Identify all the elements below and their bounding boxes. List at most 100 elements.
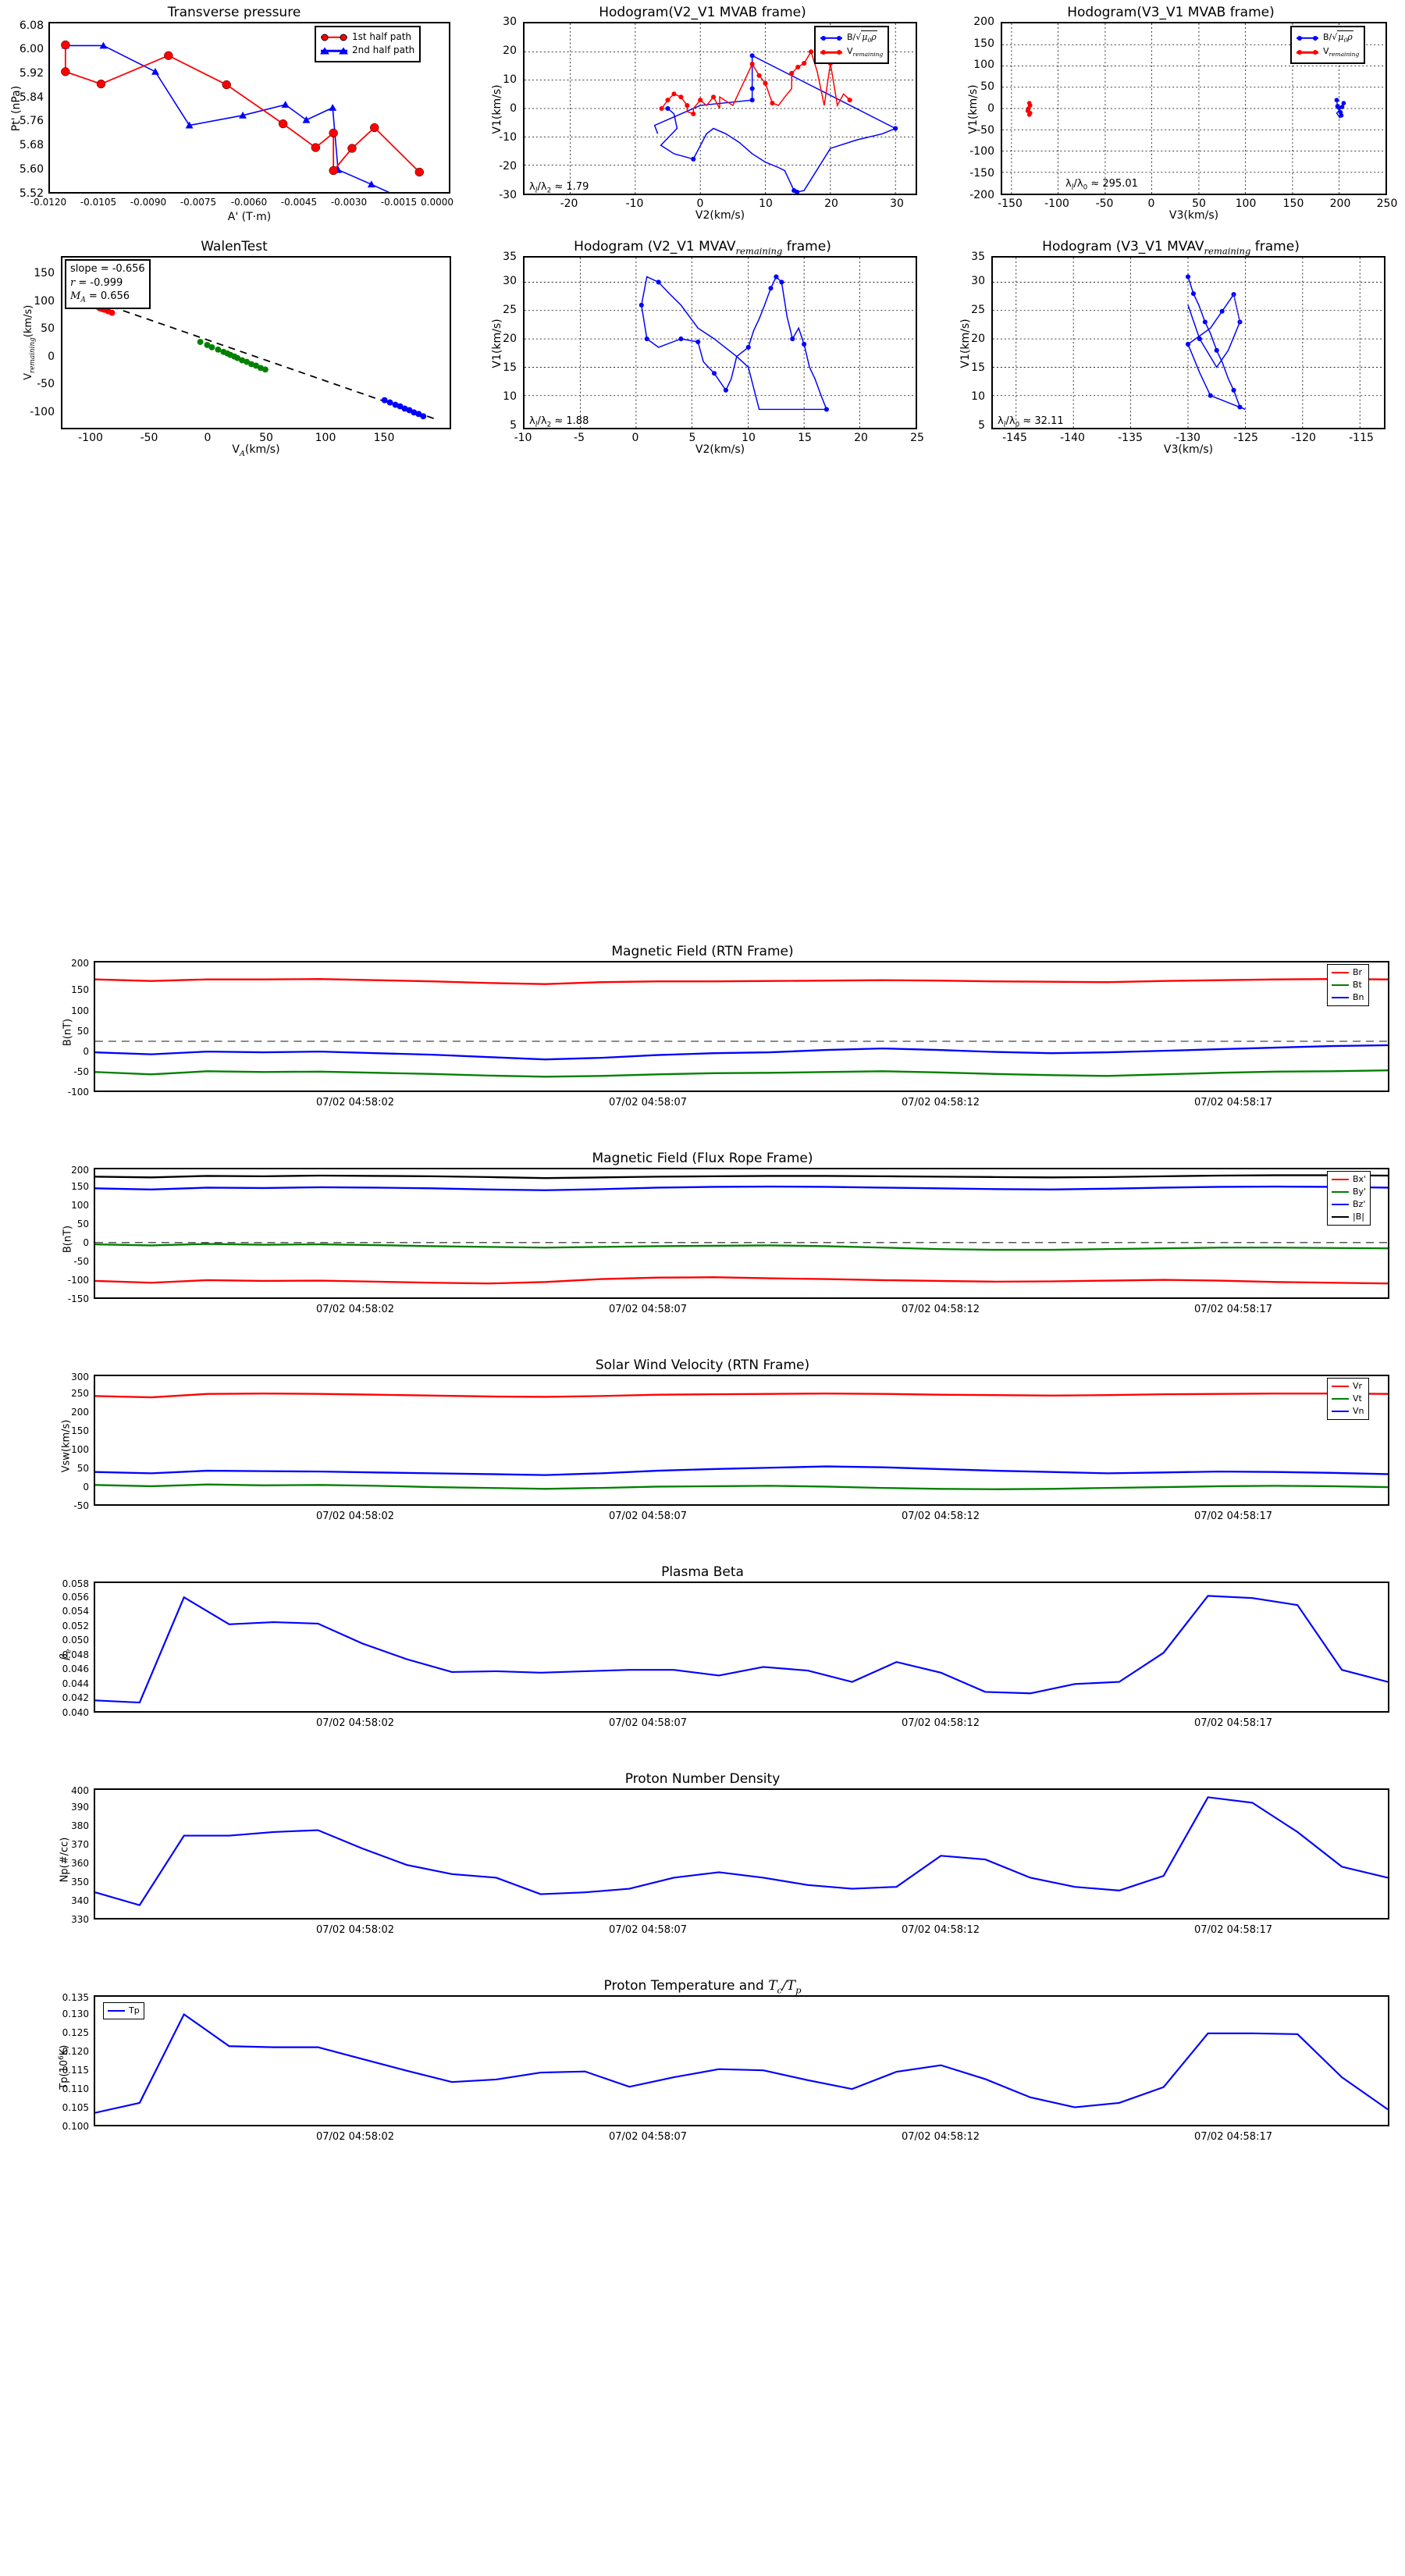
x-tick: 100 — [315, 432, 336, 444]
x-tick: -50 — [140, 432, 158, 444]
x-tick: -0.0060 — [230, 197, 268, 208]
y-tick: 0.125 — [62, 2027, 89, 2038]
y-tick: 0.050 — [62, 1635, 89, 1646]
series-v-remaining — [659, 49, 852, 116]
panel-hodogram-v3v1-mvab: Hodogram(V3_V1 MVAB frame) — [937, 0, 1405, 226]
x-tick: 07/02 04:58:12 — [902, 1510, 980, 1522]
legend-swatch-red — [820, 48, 842, 57]
y-tick: 0.054 — [62, 1606, 89, 1617]
legend-swatch-circle — [321, 33, 347, 42]
series-Tp — [95, 2012, 1388, 2114]
y-tick: -100 — [969, 145, 994, 158]
y-tick: 340 — [71, 1895, 89, 1906]
proton-temp-svg — [95, 2012, 1388, 2114]
legend-label-b: B/√μ0ρ — [1323, 30, 1353, 44]
y-tick: -150 — [969, 167, 994, 180]
legend-swatch-red — [1297, 48, 1318, 57]
y-tick: 0 — [48, 350, 55, 363]
x-tick: 07/02 04:58:17 — [1194, 1510, 1272, 1522]
x-tick: 5 — [688, 432, 696, 444]
lambda-ratio-annotation: λl/λ2 ≈ 1.79 — [529, 181, 589, 195]
y-tick: 0.044 — [62, 1678, 89, 1689]
panel-transverse-pressure: Transverse pressure — [0, 0, 468, 226]
x-axis-label: V3(km/s) — [1168, 209, 1219, 222]
legend: Tp — [103, 2002, 144, 2019]
x-tick: 10 — [742, 432, 756, 444]
legend-item-bt: Bt — [1332, 979, 1364, 991]
x-tick: -145 — [1002, 432, 1027, 444]
panel-title: Hodogram (V2_V1 MVAVremaining frame) — [574, 239, 831, 257]
panel-title: Proton Temperature and Tc/Tp — [603, 1978, 802, 1996]
x-tick: 20 — [854, 432, 868, 444]
x-axis-label: A' (T·m) — [227, 211, 272, 223]
y-tick: 100 — [973, 59, 994, 71]
y-tick: 50 — [41, 322, 55, 335]
y-tick: 50 — [76, 1026, 89, 1037]
x-tick: 250 — [1376, 197, 1398, 210]
plot-area — [94, 1788, 1389, 1920]
x-axis-label: VA(km/s) — [232, 443, 280, 458]
y-tick: -10 — [499, 131, 517, 144]
legend-label: 2nd half path — [352, 44, 415, 56]
transverse-pressure-svg — [61, 40, 425, 192]
x-axis-label: V2(km/s) — [695, 209, 745, 222]
y-tick: -30 — [499, 189, 517, 201]
hodogram-v2v1-svg — [525, 23, 916, 194]
series-b-alfven — [1334, 98, 1346, 119]
y-tick: 30 — [503, 16, 517, 28]
x-tick: -0.0015 — [380, 197, 418, 208]
y-tick: 0.110 — [62, 2083, 89, 2094]
x-tick: 15 — [798, 432, 812, 444]
y-tick: 10 — [503, 73, 517, 86]
legend-label: 1st half path — [352, 31, 412, 42]
x-tick: 07/02 04:58:12 — [902, 1717, 980, 1729]
y-tick: 200 — [71, 1165, 89, 1176]
y-tick: 150 — [34, 267, 55, 279]
y-tick: 35 — [503, 251, 517, 263]
panel-hodogram-v2v1-mvab: Hodogram(V2_V1 MVAB frame) — [468, 0, 937, 226]
series-Bx — [95, 1276, 1388, 1285]
x-tick: 150 — [373, 432, 395, 444]
panel-title: WalenTest — [201, 239, 268, 254]
series-Np — [95, 1796, 1388, 1906]
y-tick: 100 — [34, 295, 55, 308]
hodogram-v2v1-mvav-svg — [525, 258, 916, 428]
fit-line — [76, 294, 435, 420]
y-tick: 20 — [971, 333, 985, 345]
legend: Vr Vt Vn — [1327, 1378, 1369, 1420]
panel-title: Plasma Beta — [661, 1564, 744, 1580]
y-tick: 6.08 — [19, 20, 44, 32]
x-tick: -115 — [1349, 432, 1374, 444]
series-1st-half — [61, 40, 425, 177]
hodogram-v3v1-svg — [1002, 23, 1385, 194]
y-tick: -100 — [30, 406, 55, 418]
x-tick: 07/02 04:58:07 — [609, 2131, 687, 2143]
plot-area — [523, 256, 917, 429]
y-tick: 5.76 — [19, 115, 44, 127]
legend-label: Bz' — [1353, 1198, 1366, 1209]
legend-swatch-blue — [820, 34, 842, 43]
legend-item-vn: Vn — [1332, 1405, 1364, 1418]
y-tick: 200 — [973, 16, 994, 28]
series-Bmag — [95, 1174, 1388, 1179]
legend-label: |B| — [1353, 1211, 1364, 1222]
y-tick: 200 — [71, 1407, 89, 1418]
x-tick: -130 — [1176, 432, 1200, 444]
y-tick: 0.052 — [62, 1621, 89, 1631]
panel-title: Hodogram(V2_V1 MVAB frame) — [599, 5, 806, 20]
mag-fluxrope-svg — [95, 1174, 1388, 1285]
y-tick: 0.046 — [62, 1663, 89, 1674]
x-tick: 07/02 04:58:17 — [1194, 2131, 1272, 2143]
y-tick: 0 — [510, 102, 517, 115]
y-tick: 5.68 — [19, 139, 44, 151]
plot-area — [94, 1375, 1389, 1506]
y-tick: 350 — [71, 1877, 89, 1888]
y-tick: 400 — [71, 1785, 89, 1796]
panel-hodogram-v3v1-mvav: Hodogram (V3_V1 MVAVremaining frame) — [937, 234, 1405, 461]
legend: Bx' By' Bz' |B| — [1327, 1171, 1371, 1226]
y-tick: 30 — [971, 275, 985, 287]
y-tick: 330 — [71, 1914, 89, 1925]
x-tick: -100 — [1044, 197, 1069, 210]
x-tick: -125 — [1233, 432, 1258, 444]
plot-area — [94, 1582, 1389, 1713]
